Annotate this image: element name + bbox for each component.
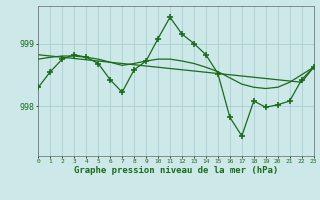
X-axis label: Graphe pression niveau de la mer (hPa): Graphe pression niveau de la mer (hPa) <box>74 166 278 175</box>
